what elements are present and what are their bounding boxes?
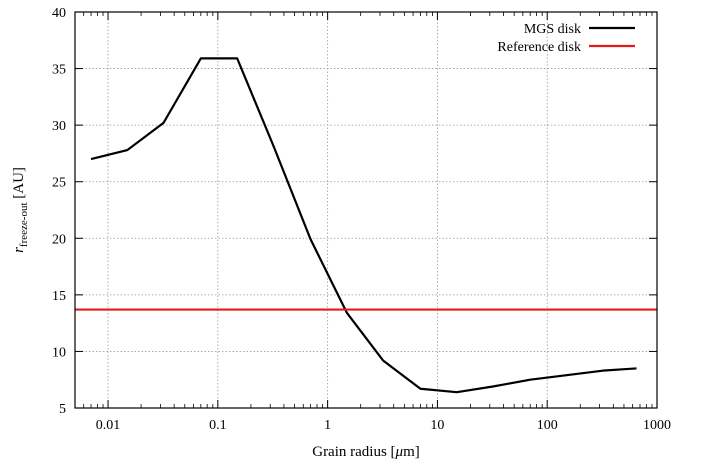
x-axis-label: Grain radius [μm]: [312, 444, 420, 460]
x-tick-label: 10: [430, 418, 444, 433]
y-tick-label: 10: [52, 345, 66, 360]
y-tick-label: 30: [52, 119, 66, 134]
x-tick-label: 1000: [643, 418, 671, 433]
x-axis-label-text: Grain radius [: [312, 444, 395, 460]
x-axis-label-unit: m]: [403, 444, 420, 460]
legend-label-1: MGS disk: [524, 22, 581, 37]
legend-label-2: Reference disk: [497, 40, 581, 55]
y-tick-label: 40: [52, 6, 66, 21]
y-tick-label: 5: [59, 402, 66, 417]
y-tick-label: 20: [52, 232, 66, 247]
x-axis-label-greek: μ: [395, 444, 404, 460]
x-tick-label: 0.01: [96, 418, 121, 433]
y-axis-label-unit: [AU]: [11, 167, 27, 202]
y-axis-label-subscript: freeze-out: [18, 202, 30, 247]
series-layer: [75, 57, 657, 394]
y-axis-label: rfreeze-out [AU]: [11, 167, 30, 253]
x-tick-label: 100: [537, 418, 558, 433]
y-tick-label: 35: [52, 63, 66, 78]
x-tick-label: 0.1: [209, 418, 227, 433]
legend: MGS disk Reference disk: [497, 22, 635, 55]
grid: [75, 12, 657, 408]
plot-frame: [74, 11, 658, 409]
tick-labels: 0.01 0.1 1 10 100 1000 5 10 15 20 25 30 35 40: [52, 6, 671, 433]
x-tick-label: 1: [324, 418, 331, 433]
y-tick-label: 25: [52, 176, 66, 191]
series-line-1: [90, 57, 637, 394]
y-axis-label-symbol: r: [11, 247, 27, 253]
ticks: [75, 11, 658, 409]
y-tick-label: 15: [52, 289, 66, 304]
